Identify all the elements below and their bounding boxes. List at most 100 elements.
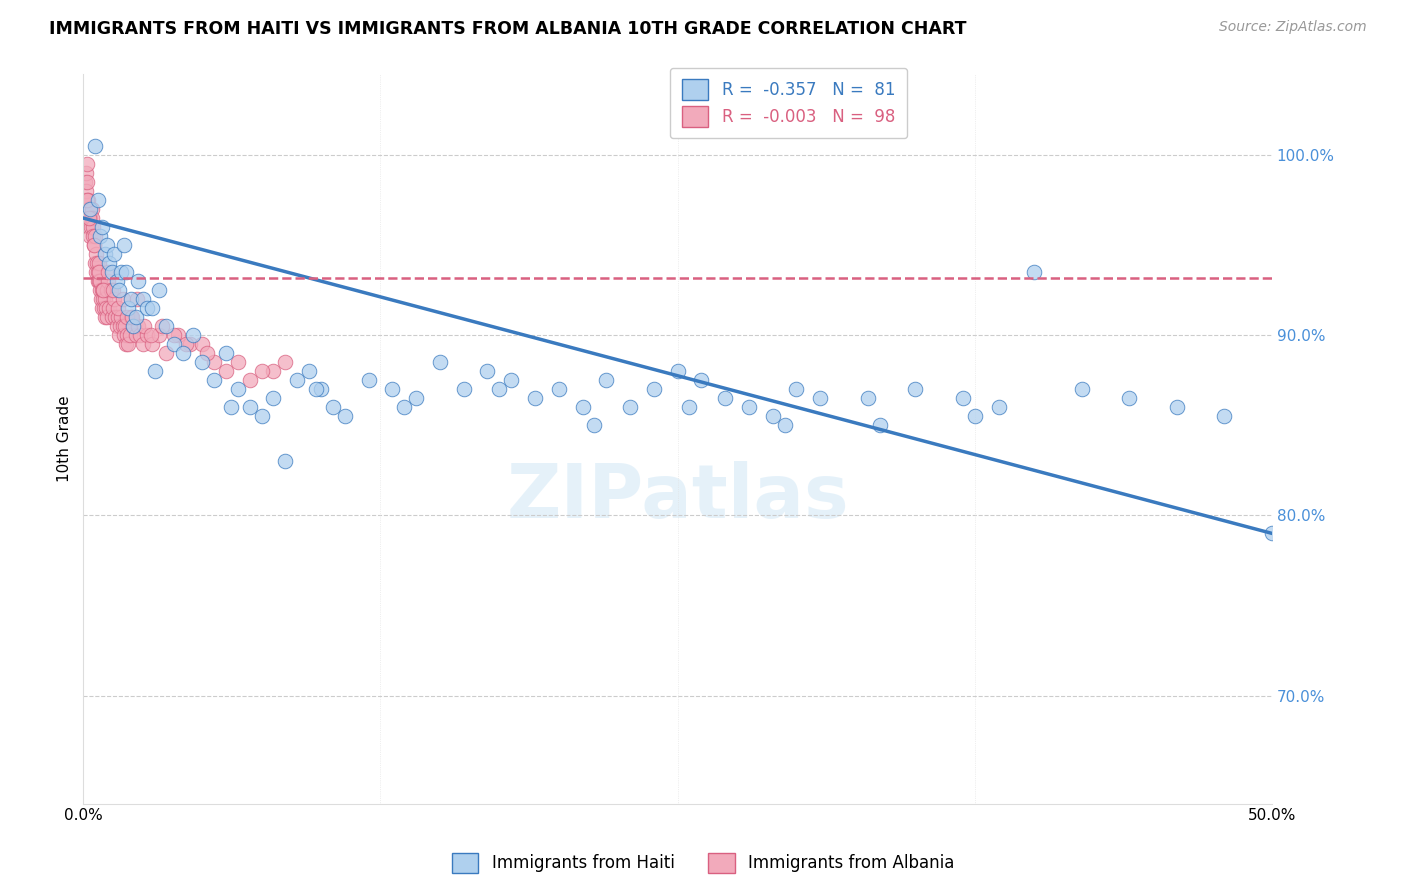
Point	[93, 283, 115, 297]
Point	[162, 337, 184, 351]
Point	[136, 301, 159, 315]
Point	[94, 301, 117, 315]
Point	[96, 238, 118, 252]
Point	[239, 401, 262, 415]
Point	[107, 310, 129, 325]
Point	[79, 229, 101, 244]
Point	[1261, 526, 1284, 541]
Point	[108, 283, 131, 297]
Point	[1070, 382, 1092, 396]
Point	[122, 319, 145, 334]
Text: ZIPatlas: ZIPatlas	[506, 460, 849, 533]
Point	[219, 401, 242, 415]
Point	[73, 193, 96, 207]
Point	[75, 166, 97, 180]
Point	[93, 301, 115, 315]
Point	[111, 292, 134, 306]
Point	[84, 256, 107, 270]
Point	[86, 256, 108, 270]
Point	[141, 301, 163, 315]
Point	[89, 229, 111, 244]
Point	[987, 401, 1010, 415]
Point	[101, 265, 124, 279]
Point	[86, 265, 108, 279]
Point	[127, 274, 149, 288]
Point	[98, 256, 121, 270]
Point	[501, 373, 523, 387]
Point	[82, 211, 104, 225]
Point	[167, 328, 190, 343]
Point	[571, 401, 593, 415]
Point	[305, 382, 328, 396]
Point	[94, 310, 117, 325]
Y-axis label: 10th Grade: 10th Grade	[58, 395, 72, 482]
Point	[87, 256, 110, 270]
Point	[75, 175, 97, 189]
Point	[77, 202, 100, 216]
Point	[202, 355, 225, 369]
Point	[808, 391, 831, 405]
Point	[90, 283, 112, 297]
Point	[139, 328, 162, 343]
Point	[856, 391, 879, 405]
Point	[274, 355, 297, 369]
Point	[105, 274, 128, 288]
Point	[83, 238, 105, 252]
Point	[150, 319, 173, 334]
Point	[101, 283, 124, 297]
Point	[785, 382, 807, 396]
Legend: R =  -0.357   N =  81, R =  -0.003   N =  98: R = -0.357 N = 81, R = -0.003 N = 98	[671, 68, 907, 138]
Point	[91, 292, 114, 306]
Point	[263, 364, 285, 378]
Point	[93, 283, 115, 297]
Point	[132, 337, 155, 351]
Point	[215, 364, 238, 378]
Point	[148, 283, 170, 297]
Point	[226, 382, 249, 396]
Point	[96, 310, 118, 325]
Point	[90, 292, 112, 306]
Point	[309, 382, 332, 396]
Point	[127, 319, 149, 334]
Point	[110, 310, 132, 325]
Point	[79, 211, 101, 225]
Point	[77, 211, 100, 225]
Point	[112, 238, 135, 252]
Point	[112, 328, 135, 343]
Point	[904, 382, 927, 396]
Point	[195, 346, 218, 360]
Point	[1213, 409, 1236, 424]
Point	[285, 373, 308, 387]
Point	[963, 409, 986, 424]
Point	[114, 319, 136, 334]
Point	[96, 283, 118, 297]
Point	[108, 328, 131, 343]
Point	[155, 346, 177, 360]
Point	[120, 310, 142, 325]
Point	[148, 328, 170, 343]
Point	[87, 265, 110, 279]
Point	[105, 319, 128, 334]
Point	[405, 391, 427, 405]
Point	[322, 401, 344, 415]
Point	[98, 301, 121, 315]
Point	[429, 355, 451, 369]
Point	[89, 274, 111, 288]
Point	[1118, 391, 1140, 405]
Point	[174, 337, 197, 351]
Point	[103, 247, 125, 261]
Point	[162, 328, 184, 343]
Point	[215, 346, 238, 360]
Point	[97, 274, 120, 288]
Point	[191, 337, 214, 351]
Point	[120, 292, 142, 306]
Point	[115, 265, 138, 279]
Point	[79, 202, 101, 216]
Point	[115, 337, 138, 351]
Point	[191, 355, 214, 369]
Point	[155, 319, 177, 334]
Point	[79, 220, 101, 235]
Point	[87, 265, 110, 279]
Point	[76, 175, 98, 189]
Point	[82, 220, 104, 235]
